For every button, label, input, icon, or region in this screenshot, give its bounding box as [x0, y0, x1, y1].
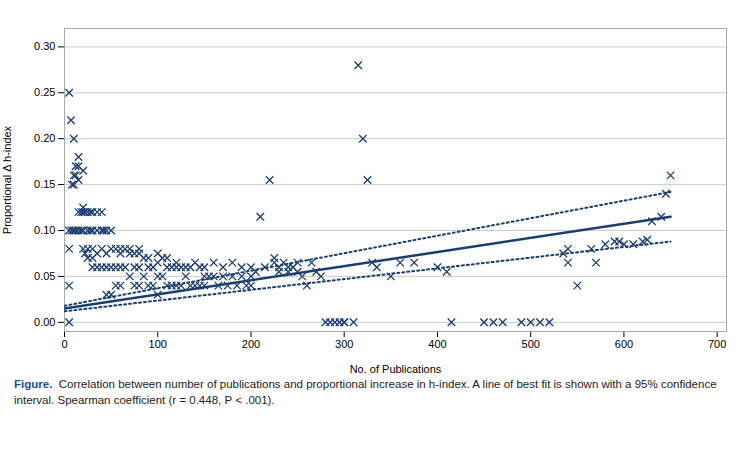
svg-text:0.10: 0.10 [34, 224, 55, 236]
html-text:Figure. Correlation between nu: Figure. Correlation between number of pu… [14, 378, 720, 406]
svg-text:200: 200 [242, 338, 260, 350]
svg-text:0.05: 0.05 [34, 270, 55, 282]
svg-text:300: 300 [335, 338, 353, 350]
svg-text:400: 400 [428, 338, 446, 350]
svg-text:100: 100 [149, 338, 167, 350]
svg-text:0.30: 0.30 [34, 40, 55, 52]
svg-text:0.20: 0.20 [34, 132, 55, 144]
svg-text:700: 700 [708, 338, 726, 350]
svg-text:0.15: 0.15 [34, 178, 55, 190]
svg-text:600: 600 [615, 338, 633, 350]
svg-text:500: 500 [522, 338, 540, 350]
svg-text:Proportional Δ h-index: Proportional Δ h-index [1, 125, 13, 234]
svg-text:0: 0 [61, 338, 67, 350]
svg-text:0.00: 0.00 [34, 316, 55, 328]
svg-text:0.25: 0.25 [34, 86, 55, 98]
svg-text:No. of Publications: No. of Publications [350, 363, 442, 375]
